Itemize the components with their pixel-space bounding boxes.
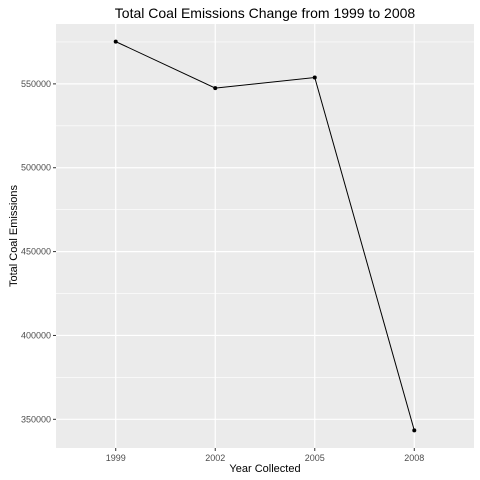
y-tick-label: 400000 <box>21 330 51 340</box>
data-point <box>312 75 317 80</box>
gridlines <box>56 24 474 448</box>
x-tick-label: 1999 <box>106 453 126 463</box>
x-tick-label: 2008 <box>404 453 424 463</box>
series-layer <box>113 39 417 433</box>
data-point <box>213 86 218 91</box>
data-point <box>113 39 118 44</box>
series-line <box>115 41 415 431</box>
y-axis-ticks: 350000 400000 450000 500000 550000 <box>21 79 56 424</box>
x-tick-label: 2002 <box>205 453 225 463</box>
x-tick-label: 2005 <box>305 453 325 463</box>
y-tick-label: 500000 <box>21 163 51 173</box>
y-tick-label: 350000 <box>21 414 51 424</box>
x-axis-title: Year Collected <box>229 463 300 475</box>
x-axis-ticks: 1999 2002 2005 2008 <box>106 448 424 463</box>
plot-panel <box>56 24 474 448</box>
y-axis-title: Total Coal Emissions <box>8 184 20 287</box>
chart-title: Total Coal Emissions Change from 1999 to… <box>115 5 416 21</box>
data-point <box>412 428 417 433</box>
y-tick-label: 550000 <box>21 79 51 89</box>
y-tick-label: 450000 <box>21 247 51 257</box>
